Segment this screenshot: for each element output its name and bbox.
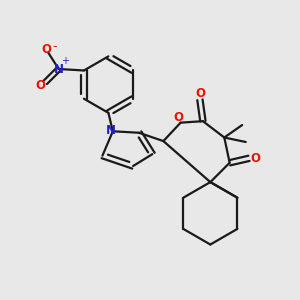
- Text: O: O: [42, 43, 52, 56]
- Text: +: +: [61, 56, 69, 66]
- Text: O: O: [250, 152, 260, 165]
- Text: -: -: [52, 40, 56, 53]
- Text: O: O: [35, 80, 45, 92]
- Text: O: O: [173, 111, 183, 124]
- Text: N: N: [54, 62, 64, 76]
- Text: N: N: [106, 124, 116, 137]
- Text: O: O: [195, 87, 205, 100]
